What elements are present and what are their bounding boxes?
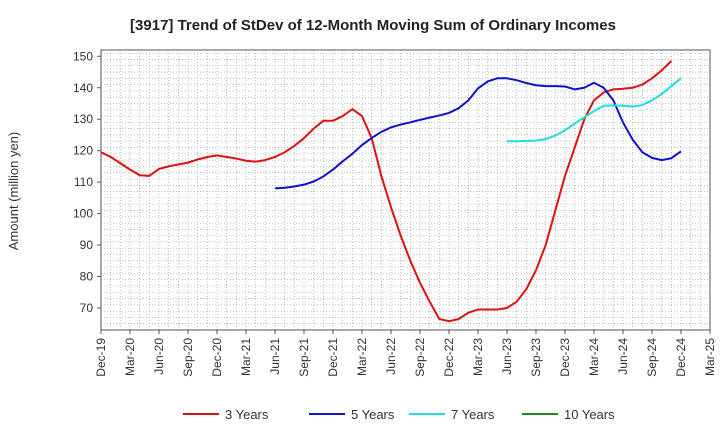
x-tick-label: Dec-22 <box>442 338 456 377</box>
x-tick-label: Sep-22 <box>413 338 427 377</box>
x-tick-label: Mar-23 <box>471 338 485 376</box>
x-tick-label: Mar-24 <box>587 338 601 376</box>
series-line-3-years <box>100 60 673 323</box>
x-tick-label: Dec-20 <box>210 338 224 377</box>
chart-title: [3917] Trend of StDev of 12-Month Moving… <box>130 17 616 34</box>
x-tick-label: Jun-21 <box>268 338 282 375</box>
x-tick-label: Dec-24 <box>674 338 688 377</box>
series-line-7-years <box>507 77 682 143</box>
y-tick-label: 90 <box>80 238 94 252</box>
y-tick-label: 140 <box>73 81 93 95</box>
x-tick-label: Jun-23 <box>500 338 514 375</box>
legend-label: 5 Years <box>351 407 395 422</box>
y-tick-label: 80 <box>80 270 94 284</box>
y-axis-label: Amount (million yen) <box>6 132 21 251</box>
x-tick-label: Mar-22 <box>355 338 369 376</box>
y-tick-label: 150 <box>73 49 93 63</box>
plot-frame <box>100 49 711 331</box>
x-ticks: Dec-19 Mar-20 Jun-20 Sep-20 Dec-20 Mar-21 Jun-… <box>94 330 717 377</box>
legend-label: 7 Years <box>451 407 495 422</box>
x-tick-label: Dec-23 <box>558 338 572 377</box>
y-tick-label: 110 <box>74 175 93 189</box>
legend-label: 10 Years <box>564 407 615 422</box>
y-tick-label: 70 <box>80 301 94 315</box>
legend-label: 3 Years <box>225 407 269 422</box>
x-tick-label: Jun-24 <box>616 338 630 375</box>
grid <box>100 50 711 331</box>
y-ticks: 70 80 90 100 110 120 130 140 150 <box>73 49 101 315</box>
x-tick-label: Dec-21 <box>326 338 340 377</box>
y-tick-label: 130 <box>73 112 93 126</box>
x-tick-label: Jun-22 <box>384 338 398 375</box>
x-tick-label: Sep-23 <box>529 338 543 377</box>
legend: 3 Years 5 Years 7 Years 10 Years <box>183 407 615 422</box>
x-tick-label: Dec-19 <box>94 338 108 377</box>
series-line-5-years <box>274 77 682 190</box>
x-tick-label: Mar-20 <box>123 338 137 376</box>
x-tick-label: Sep-21 <box>297 338 311 377</box>
series-lines <box>100 60 682 323</box>
x-tick-label: Jun-20 <box>152 338 166 375</box>
y-tick-label: 120 <box>73 144 93 158</box>
x-tick-label: Sep-20 <box>181 338 195 377</box>
x-tick-label: Mar-21 <box>239 338 253 376</box>
x-tick-label: Sep-24 <box>645 338 659 377</box>
x-tick-label: Mar-25 <box>703 338 717 376</box>
y-tick-label: 100 <box>73 207 93 221</box>
